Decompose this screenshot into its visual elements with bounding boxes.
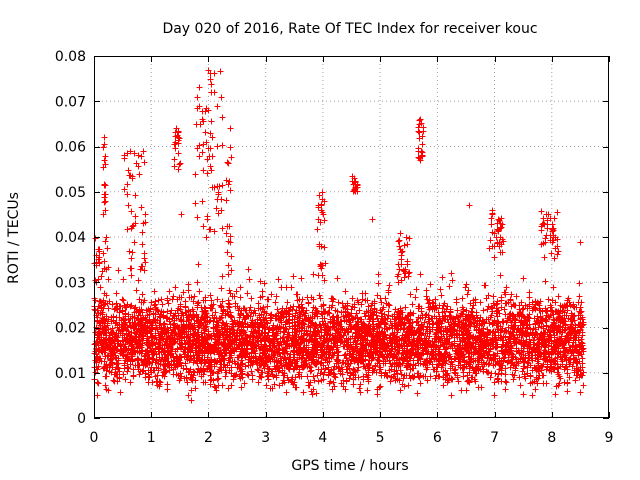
x-tick-label-7: 7 [490,430,499,446]
x-tick-label-3: 3 [261,430,270,446]
y-axis-ticks: 0 0.01 0.02 0.03 0.04 0.05 0.06 0.07 0.08 [55,49,609,427]
x-tick-label-6: 6 [433,430,442,446]
series-roti-markers [91,67,587,404]
x-tick-label-5: 5 [376,430,385,446]
y-tick-label-6: 0.06 [55,140,86,156]
data-points [91,67,587,404]
x-tick-label-2: 2 [204,430,213,446]
y-tick-label-2: 0.02 [55,321,86,337]
x-tick-label-0: 0 [90,430,99,446]
y-tick-label-1: 0.01 [55,366,86,382]
y-tick-label-0: 0 [77,411,86,427]
y-axis-label: ROTI / TECUs [6,192,22,284]
y-tick-label-5: 0.05 [55,185,86,201]
x-tick-label-1: 1 [147,430,156,446]
chart-title: Day 020 of 2016, Rate Of TEC Index for r… [162,21,537,37]
y-tick-label-3: 0.03 [55,275,86,291]
x-axis-label: GPS time / hours [291,458,408,474]
x-tick-label-8: 8 [547,430,556,446]
y-tick-label-7: 0.07 [55,94,86,110]
y-tick-label-4: 0.04 [55,230,86,246]
x-tick-label-9: 9 [605,430,614,446]
y-tick-label-8: 0.08 [55,49,86,65]
x-axis-ticks: 0 1 2 3 4 5 6 7 8 9 [90,56,614,446]
x-tick-label-4: 4 [318,430,327,446]
